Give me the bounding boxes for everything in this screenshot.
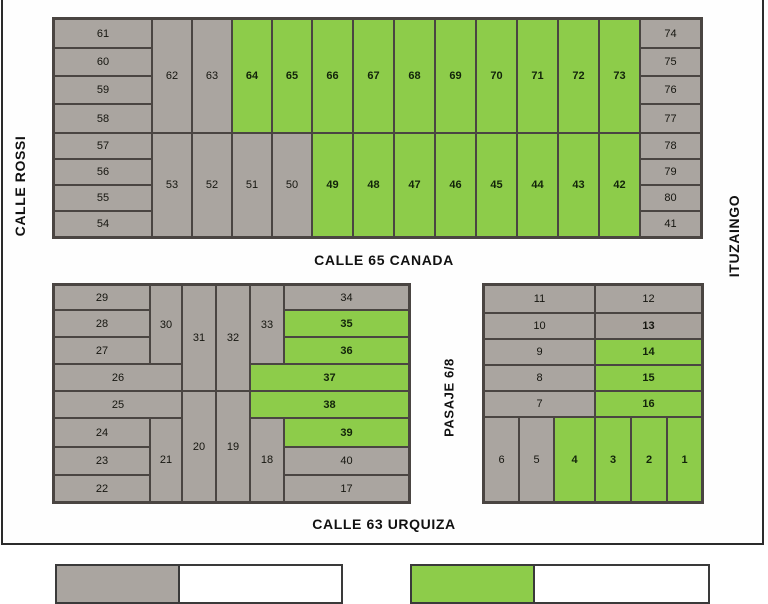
lot-2[interactable]: 2 (631, 417, 667, 502)
lot-4[interactable]: 4 (554, 417, 595, 502)
lot-15[interactable]: 15 (595, 365, 702, 391)
lot-11[interactable]: 11 (484, 285, 595, 313)
legend-item-available (55, 564, 343, 604)
lot-45[interactable]: 45 (476, 133, 517, 237)
lot-75[interactable]: 75 (640, 48, 701, 76)
lot-76[interactable]: 76 (640, 76, 701, 104)
lot-48[interactable]: 48 (353, 133, 394, 237)
lot-10[interactable]: 10 (484, 313, 595, 339)
lot-34[interactable]: 34 (284, 285, 409, 310)
top-street-clip: CALLE 67 ANCHORENA (0, 0, 768, 4)
lot-42[interactable]: 42 (599, 133, 640, 237)
lot-68[interactable]: 68 (394, 19, 435, 133)
lot-14[interactable]: 14 (595, 339, 702, 365)
lot-51[interactable]: 51 (232, 133, 272, 237)
lot-71[interactable]: 71 (517, 19, 558, 133)
lot-28[interactable]: 28 (54, 310, 150, 337)
lot-23[interactable]: 23 (54, 447, 150, 475)
lot-21[interactable]: 21 (150, 418, 182, 502)
lot-69[interactable]: 69 (435, 19, 476, 133)
lot-37[interactable]: 37 (250, 364, 409, 391)
lot-17[interactable]: 17 (284, 475, 409, 502)
lot-62[interactable]: 62 (152, 19, 192, 133)
block-southeast: 11 10 9 8 7 12 13 14 15 16 6 5 4 3 2 1 (482, 283, 704, 504)
block-southwest: 29 28 27 26 25 24 23 22 30 21 31 20 32 1… (52, 283, 411, 504)
lot-57[interactable]: 57 (54, 133, 152, 159)
lot-54[interactable]: 54 (54, 211, 152, 237)
lot-18[interactable]: 18 (250, 418, 284, 502)
lot-60[interactable]: 60 (54, 48, 152, 76)
legend-swatch-sold-icon (412, 566, 535, 602)
legend (0, 556, 768, 604)
lot-59[interactable]: 59 (54, 76, 152, 104)
lot-35[interactable]: 35 (284, 310, 409, 337)
lot-43[interactable]: 43 (558, 133, 599, 237)
lot-63[interactable]: 63 (192, 19, 232, 133)
street-label-calle-rossi: CALLE ROSSI (12, 135, 28, 237)
lot-53[interactable]: 53 (152, 133, 192, 237)
lot-50[interactable]: 50 (272, 133, 312, 237)
lot-78[interactable]: 78 (640, 133, 701, 159)
lot-13[interactable]: 13 (595, 313, 702, 339)
lot-33[interactable]: 33 (250, 285, 284, 364)
lot-19[interactable]: 19 (216, 391, 250, 502)
lot-65[interactable]: 65 (272, 19, 312, 133)
block-north: 61 60 59 58 62 63 64 65 66 67 68 69 70 7… (52, 17, 703, 239)
lot-55[interactable]: 55 (54, 185, 152, 211)
lot-40[interactable]: 40 (284, 447, 409, 475)
lot-46[interactable]: 46 (435, 133, 476, 237)
lot-77[interactable]: 77 (640, 104, 701, 133)
lot-6[interactable]: 6 (484, 417, 519, 502)
lot-30[interactable]: 30 (150, 285, 182, 364)
lot-9[interactable]: 9 (484, 339, 595, 365)
lot-1[interactable]: 1 (667, 417, 702, 502)
lot-27[interactable]: 27 (54, 337, 150, 364)
lot-47[interactable]: 47 (394, 133, 435, 237)
lot-25[interactable]: 25 (54, 391, 182, 418)
lot-20[interactable]: 20 (182, 391, 216, 502)
street-label-ituzaingo: ITUZAINGO (726, 194, 742, 278)
lot-56[interactable]: 56 (54, 159, 152, 185)
lot-44[interactable]: 44 (517, 133, 558, 237)
legend-item-sold (410, 564, 710, 604)
lot-3[interactable]: 3 (595, 417, 631, 502)
lot-61[interactable]: 61 (54, 19, 152, 48)
lot-39[interactable]: 39 (284, 418, 409, 447)
street-label-pasaje-6-8: PASAJE 6/8 (441, 358, 457, 437)
lot-64[interactable]: 64 (232, 19, 272, 133)
lot-12[interactable]: 12 (595, 285, 702, 313)
lot-72[interactable]: 72 (558, 19, 599, 133)
lot-73[interactable]: 73 (599, 19, 640, 133)
lot-58[interactable]: 58 (54, 104, 152, 133)
lot-29[interactable]: 29 (54, 285, 150, 310)
legend-swatch-available-icon (57, 566, 180, 602)
lot-74[interactable]: 74 (640, 19, 701, 48)
lot-8[interactable]: 8 (484, 365, 595, 391)
street-label-calle-65-canada: CALLE 65 CANADA (314, 252, 454, 268)
lot-41[interactable]: 41 (640, 211, 701, 237)
lot-31[interactable]: 31 (182, 285, 216, 391)
lot-22[interactable]: 22 (54, 475, 150, 502)
lot-52[interactable]: 52 (192, 133, 232, 237)
lot-49[interactable]: 49 (312, 133, 353, 237)
lot-67[interactable]: 67 (353, 19, 394, 133)
lot-80[interactable]: 80 (640, 185, 701, 211)
lot-5[interactable]: 5 (519, 417, 554, 502)
lot-38[interactable]: 38 (250, 391, 409, 418)
lot-66[interactable]: 66 (312, 19, 353, 133)
lot-70[interactable]: 70 (476, 19, 517, 133)
lot-24[interactable]: 24 (54, 418, 150, 447)
lot-32[interactable]: 32 (216, 285, 250, 391)
street-label-calle-63-urquiza: CALLE 63 URQUIZA (312, 516, 456, 532)
lot-26[interactable]: 26 (54, 364, 182, 391)
street-label-top: CALLE 67 ANCHORENA (298, 0, 469, 2)
lot-79[interactable]: 79 (640, 159, 701, 185)
lot-36[interactable]: 36 (284, 337, 409, 364)
lot-7[interactable]: 7 (484, 391, 595, 417)
lot-16[interactable]: 16 (595, 391, 702, 417)
